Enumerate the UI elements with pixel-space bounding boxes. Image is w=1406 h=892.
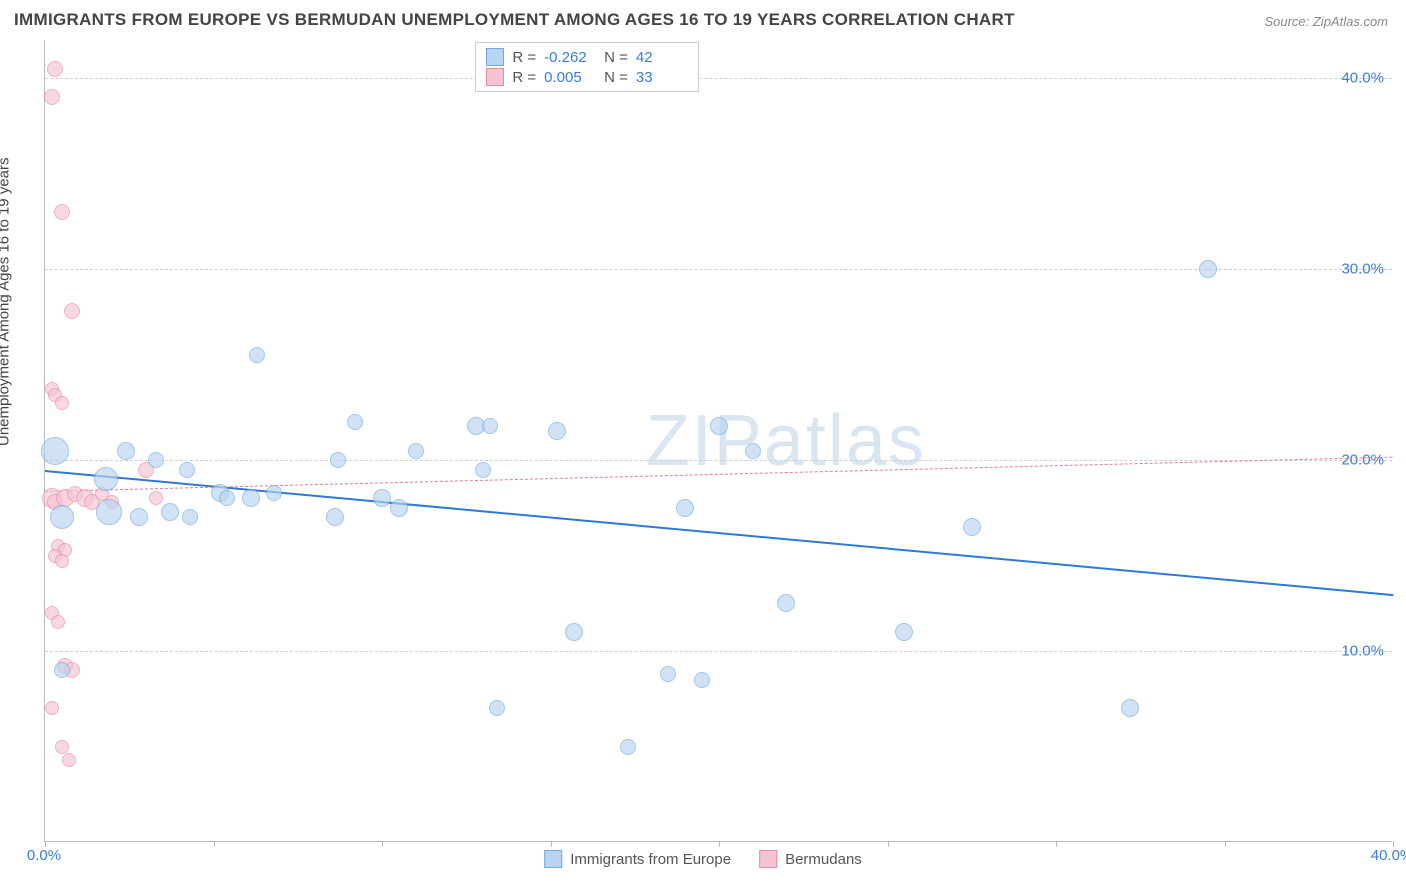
- data-point: [242, 489, 260, 507]
- data-point: [266, 485, 282, 501]
- y-tick-label: 20.0%: [1341, 452, 1384, 469]
- plot-area: ZIPatlas 10.0%20.0%30.0%40.0%: [44, 40, 1392, 842]
- legend-item: Immigrants from Europe: [544, 850, 731, 868]
- x-tick-mark: [551, 841, 552, 847]
- x-tick-mark: [1225, 841, 1226, 847]
- data-point: [41, 437, 69, 465]
- data-point: [130, 508, 148, 526]
- stat-r-value: 0.005: [544, 69, 596, 86]
- y-axis-label: Unemployment Among Ages 16 to 19 years: [0, 157, 13, 446]
- data-point: [55, 554, 69, 568]
- legend-item: Bermudans: [759, 850, 862, 868]
- data-point: [777, 594, 795, 612]
- data-point: [408, 443, 424, 459]
- data-point: [676, 499, 694, 517]
- data-point: [54, 662, 70, 678]
- x-tick-mark: [382, 841, 383, 847]
- data-point: [347, 414, 363, 430]
- data-point: [182, 509, 198, 525]
- data-point: [373, 489, 391, 507]
- data-point: [51, 615, 65, 629]
- data-point: [62, 753, 76, 767]
- data-point: [660, 666, 676, 682]
- data-point: [895, 623, 913, 641]
- y-tick-label: 30.0%: [1341, 261, 1384, 278]
- stat-n-value: 33: [636, 69, 688, 86]
- data-point: [565, 623, 583, 641]
- data-point: [548, 422, 566, 440]
- legend-swatch: [486, 68, 504, 86]
- data-point: [54, 204, 70, 220]
- data-point: [44, 89, 60, 105]
- y-tick-label: 40.0%: [1341, 70, 1384, 87]
- y-tick-label: 10.0%: [1341, 643, 1384, 660]
- stats-row: R = -0.262 N = 42: [486, 47, 688, 67]
- data-point: [745, 443, 761, 459]
- legend-label: Bermudans: [785, 851, 862, 868]
- legend-swatch: [486, 48, 504, 66]
- stat-n-label: N =: [604, 49, 628, 66]
- data-point: [475, 462, 491, 478]
- x-tick-label: 40.0%: [1371, 847, 1406, 864]
- data-point: [179, 462, 195, 478]
- x-tick-mark: [888, 841, 889, 847]
- stat-r-label: R =: [512, 49, 536, 66]
- data-point: [249, 347, 265, 363]
- data-point: [620, 739, 636, 755]
- data-point: [148, 452, 164, 468]
- data-point: [117, 442, 135, 460]
- data-point: [489, 700, 505, 716]
- data-point: [330, 452, 346, 468]
- stat-n-value: 42: [636, 49, 688, 66]
- data-point: [161, 503, 179, 521]
- series-legend: Immigrants from Europe Bermudans: [544, 850, 862, 868]
- legend-swatch: [759, 850, 777, 868]
- stats-legend: R = -0.262 N = 42 R = 0.005 N = 33: [475, 42, 699, 92]
- data-point: [1121, 699, 1139, 717]
- data-point: [963, 518, 981, 536]
- data-point: [94, 467, 118, 491]
- stat-n-label: N =: [604, 69, 628, 86]
- source-attribution: Source: ZipAtlas.com: [1264, 14, 1388, 29]
- data-point: [55, 396, 69, 410]
- data-point: [45, 701, 59, 715]
- x-tick-mark: [719, 841, 720, 847]
- data-point: [1199, 260, 1217, 278]
- legend-label: Immigrants from Europe: [570, 851, 731, 868]
- data-point: [47, 61, 63, 77]
- data-point: [64, 303, 80, 319]
- x-tick-mark: [1056, 841, 1057, 847]
- data-point: [710, 417, 728, 435]
- data-point: [96, 499, 122, 525]
- data-point: [50, 505, 74, 529]
- x-tick-label: 0.0%: [27, 847, 61, 864]
- data-point: [694, 672, 710, 688]
- data-point: [55, 740, 69, 754]
- chart-container: IMMIGRANTS FROM EUROPE VS BERMUDAN UNEMP…: [0, 0, 1406, 892]
- data-point: [219, 490, 235, 506]
- data-point: [390, 499, 408, 517]
- chart-title: IMMIGRANTS FROM EUROPE VS BERMUDAN UNEMP…: [14, 10, 1015, 30]
- data-point: [482, 418, 498, 434]
- data-point: [149, 491, 163, 505]
- x-tick-mark: [214, 841, 215, 847]
- data-point: [326, 508, 344, 526]
- legend-swatch: [544, 850, 562, 868]
- stat-r-value: -0.262: [544, 49, 596, 66]
- stats-row: R = 0.005 N = 33: [486, 67, 688, 87]
- stat-r-label: R =: [512, 69, 536, 86]
